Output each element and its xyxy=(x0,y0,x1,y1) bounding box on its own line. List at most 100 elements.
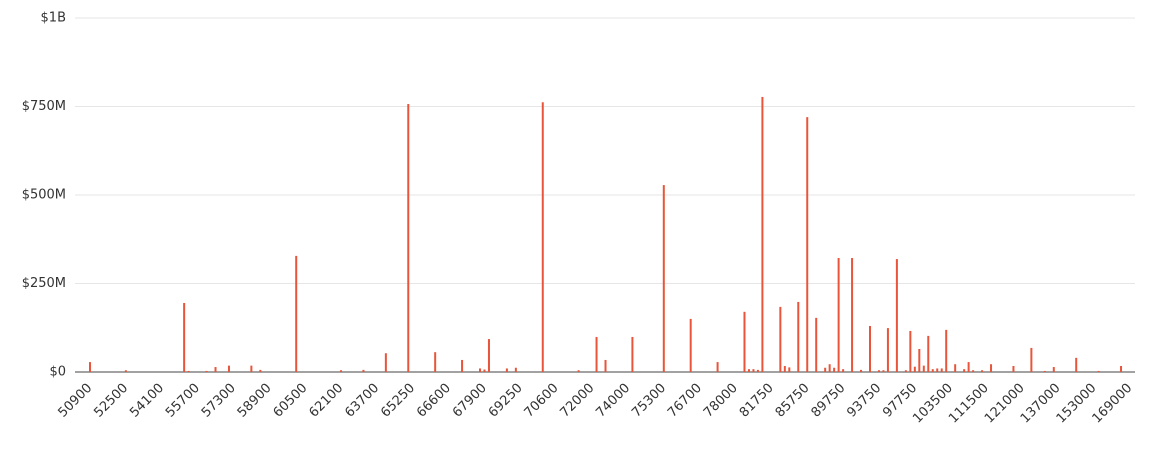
bar xyxy=(689,318,692,372)
bar xyxy=(187,370,190,372)
bar xyxy=(214,367,217,372)
x-tick-label: 65250 xyxy=(378,381,418,421)
bar xyxy=(895,259,898,372)
bar xyxy=(761,96,764,372)
x-tick-label: 74000 xyxy=(593,381,633,421)
bar xyxy=(945,329,948,372)
bar xyxy=(869,325,871,372)
x-tick-label: 76700 xyxy=(665,381,705,421)
bar xyxy=(362,369,365,372)
bar xyxy=(927,335,930,372)
bar xyxy=(1075,357,1078,372)
bar xyxy=(963,369,966,372)
bar xyxy=(1052,367,1055,372)
bar xyxy=(918,348,921,372)
y-tick-label: $750M xyxy=(22,99,66,114)
bar xyxy=(931,369,934,372)
bar xyxy=(1043,370,1046,372)
bar xyxy=(972,370,975,372)
bar xyxy=(227,365,230,372)
x-tick-label: 57300 xyxy=(199,381,239,421)
bar xyxy=(779,306,782,372)
bar xyxy=(815,317,818,372)
bar xyxy=(837,258,840,372)
bar xyxy=(505,368,508,372)
bar xyxy=(882,370,885,372)
bar xyxy=(1012,365,1015,372)
bar xyxy=(752,369,755,372)
x-tick-label: 58900 xyxy=(235,381,275,421)
bar xyxy=(479,368,481,372)
bar xyxy=(514,367,517,372)
bar xyxy=(877,370,880,372)
x-tick-label: 66600 xyxy=(414,381,454,421)
bar xyxy=(577,370,580,372)
bar xyxy=(806,117,809,373)
bar xyxy=(434,352,437,372)
x-tick-label: 70600 xyxy=(522,381,562,421)
bar xyxy=(967,362,970,372)
bar xyxy=(940,368,943,372)
bar xyxy=(259,369,262,372)
bar xyxy=(743,311,746,372)
bar xyxy=(824,367,827,372)
bar xyxy=(461,359,464,372)
bar xyxy=(788,367,791,372)
x-tick-label: 85750 xyxy=(773,381,813,421)
bar xyxy=(716,362,719,372)
bar xyxy=(756,369,759,372)
bar xyxy=(1030,347,1033,372)
x-tick-label: 75300 xyxy=(629,381,669,421)
y-tick-label: $500M xyxy=(22,188,66,203)
y-tick-label: $250M xyxy=(22,276,66,291)
bar xyxy=(1120,365,1123,372)
bar xyxy=(936,368,939,372)
bar xyxy=(904,370,907,372)
bar xyxy=(828,364,831,372)
bar xyxy=(604,359,607,372)
x-tick-label: 63700 xyxy=(342,381,382,421)
bar xyxy=(595,336,598,372)
bar xyxy=(797,301,800,372)
bar xyxy=(250,365,253,372)
x-tick-label: 69250 xyxy=(486,381,526,421)
bar xyxy=(631,336,634,372)
bar xyxy=(913,366,916,372)
bar xyxy=(990,364,993,372)
y-tick-label: $1B xyxy=(41,11,66,26)
bar xyxy=(833,367,836,372)
bar xyxy=(487,339,490,372)
x-tick-label: 78000 xyxy=(701,381,741,421)
bar xyxy=(954,364,957,372)
x-tick-label: 54100 xyxy=(127,381,167,421)
bar xyxy=(483,369,486,372)
bar xyxy=(886,328,889,372)
x-tick-label: 50900 xyxy=(55,381,95,421)
bar xyxy=(747,369,750,372)
x-tick-label: 89750 xyxy=(809,381,849,421)
bar xyxy=(541,102,544,372)
bar xyxy=(295,255,298,372)
x-tick-label: 60500 xyxy=(271,381,311,421)
y-tick-label: $0 xyxy=(49,365,66,380)
bar xyxy=(842,369,845,372)
x-tick-label: 169000 xyxy=(1090,381,1136,427)
bar xyxy=(783,365,786,372)
bar xyxy=(860,369,863,372)
bar xyxy=(205,370,208,372)
x-tick-label: 62100 xyxy=(306,381,346,421)
bar xyxy=(662,185,665,372)
bar xyxy=(922,365,925,372)
bar xyxy=(183,302,186,372)
x-tick-label: 81750 xyxy=(737,381,777,421)
bar xyxy=(89,362,91,372)
x-tick-label: 93750 xyxy=(844,381,884,421)
bar xyxy=(909,330,912,372)
x-tick-label: 55700 xyxy=(163,381,203,421)
x-tick-label: 72000 xyxy=(558,381,598,421)
bar xyxy=(851,258,854,372)
bar xyxy=(384,353,387,372)
bar xyxy=(340,370,343,372)
